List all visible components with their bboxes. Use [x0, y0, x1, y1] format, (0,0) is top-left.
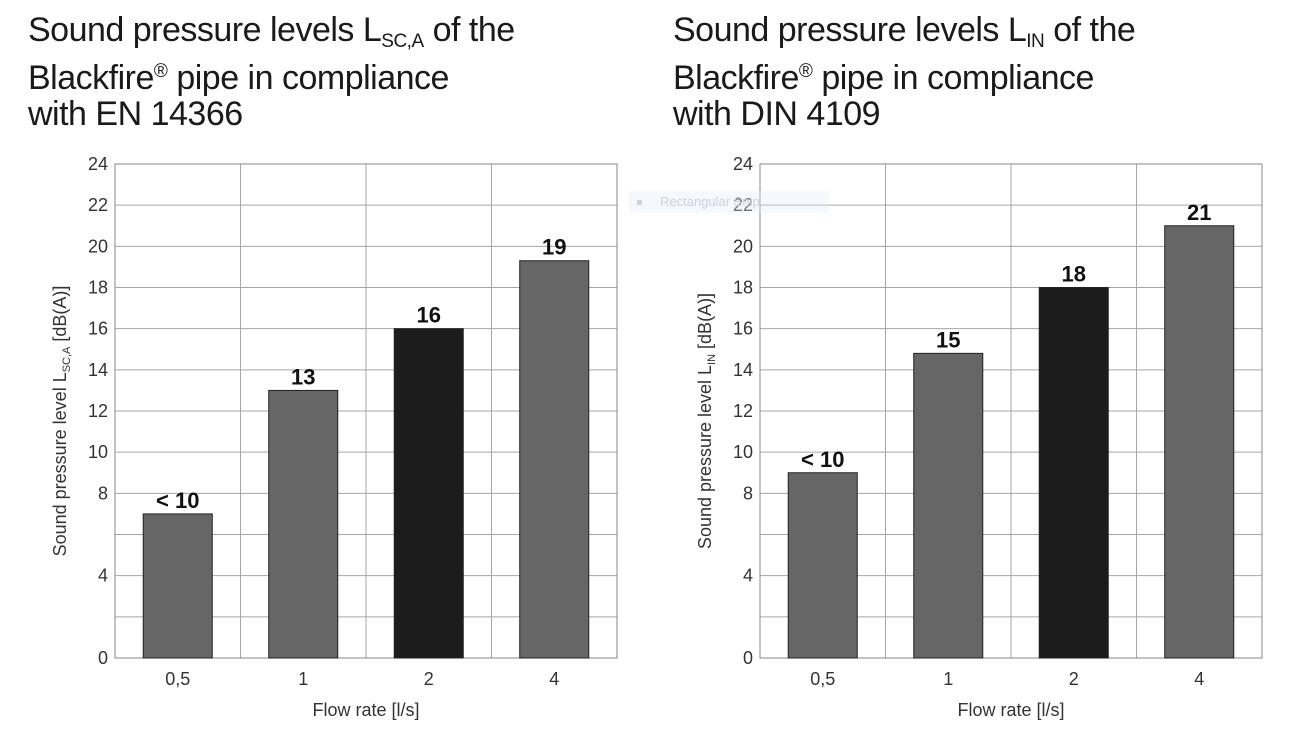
x-tick-label: 0,5: [165, 669, 190, 689]
chart-panel-din4109: Sound pressure levels LIN of the Blackfi…: [645, 0, 1285, 734]
bar: [1164, 225, 1235, 659]
y-tick-label: 16: [733, 319, 753, 339]
x-tick-label: 2: [1069, 669, 1079, 689]
chart-panel-en14366: Sound pressure levels LSC,A of the Black…: [0, 0, 640, 734]
y-tick-label: 18: [88, 278, 108, 298]
y-tick-label: 20: [733, 236, 753, 256]
y-tick-label: 14: [733, 360, 753, 380]
x-tick-label: 0,5: [810, 669, 835, 689]
plot-frame: [114, 163, 618, 659]
bar-chart: 0 4 8 10 12 14 16 18 20 22 24 < 10 0,5 15 1 18 2 21 4 Flow …: [695, 154, 1263, 720]
chart-title: Sound pressure levels LSC,A of the Black…: [28, 12, 515, 132]
snip-tooltip-text: Rectangular Snip: [660, 194, 760, 209]
data-label: 19: [542, 235, 566, 260]
data-label: < 10: [156, 488, 199, 513]
title-text: with EN 14366: [28, 95, 243, 133]
x-tick-label: 1: [943, 669, 953, 689]
title-text: Sound pressure levels L: [673, 11, 1027, 49]
title-text: pipe in compliance: [812, 59, 1094, 97]
data-label: < 10: [801, 447, 844, 472]
x-tick-label: 1: [298, 669, 308, 689]
snip-tooltip: Rectangular Snip: [629, 191, 829, 213]
y-tick-label: 18: [733, 278, 753, 298]
x-tick-label: 4: [1194, 669, 1204, 689]
title-text: of the: [1044, 11, 1136, 49]
title-text: of the: [423, 11, 516, 49]
y-tick-label: 14: [88, 360, 108, 380]
y-tick-label: 22: [733, 195, 753, 215]
bar: [1038, 287, 1109, 659]
bar: [787, 472, 858, 659]
title-text: Blackfire: [673, 59, 799, 97]
bar: [142, 513, 213, 659]
x-tick-label: 4: [549, 669, 559, 689]
data-label: 16: [417, 303, 441, 328]
title-text: with DIN 4109: [673, 95, 881, 133]
y-tick-label: 8: [98, 483, 108, 503]
x-axis-label: Flow rate [l/s]: [957, 700, 1064, 720]
bar: [519, 260, 590, 659]
bar: [268, 389, 339, 659]
x-axis-label: Flow rate [l/s]: [312, 700, 419, 720]
y-tick-label: 24: [733, 154, 753, 174]
title-subscript: IN: [1026, 31, 1045, 52]
y-axis-label: Sound pressure level LSC,A [dB(A)]: [50, 286, 73, 557]
y-tick-label: 10: [88, 442, 108, 462]
data-label: 21: [1187, 200, 1211, 225]
x-tick-label: 2: [424, 669, 434, 689]
y-tick-label: 20: [88, 236, 108, 256]
data-label: 18: [1062, 262, 1086, 287]
registered-mark: ®: [798, 61, 813, 82]
y-axis-label: Sound pressure level LIN [dB(A)]: [695, 293, 718, 549]
plot-frame: [759, 163, 1263, 659]
y-tick-label: 4: [98, 566, 108, 586]
bar: [393, 328, 464, 659]
y-tick-label: 24: [88, 154, 108, 174]
snip-icon: [637, 200, 642, 206]
registered-mark: ®: [153, 61, 168, 82]
y-tick-label: 0: [98, 648, 108, 668]
chart-title: Sound pressure levels LIN of the Blackfi…: [673, 11, 1136, 133]
y-tick-label: 0: [743, 648, 753, 668]
y-tick-label: 16: [88, 319, 108, 339]
data-label: 15: [936, 327, 960, 352]
title-text: Blackfire: [28, 59, 154, 97]
y-tick-label: 4: [743, 566, 753, 586]
data-label: 13: [291, 364, 315, 389]
title-text: pipe in compliance: [167, 59, 449, 97]
title-subscript: SC,A: [381, 31, 424, 52]
bar: [913, 352, 984, 659]
y-tick-label: 22: [88, 195, 108, 215]
y-tick-label: 12: [88, 401, 108, 421]
y-tick-label: 8: [743, 483, 753, 503]
title-text: Sound pressure levels L: [28, 11, 382, 49]
y-tick-label: 10: [733, 442, 753, 462]
y-tick-label: 12: [733, 401, 753, 421]
bar-chart: 0 4 8 10 12 14 16 18 20 22 24 < 10 0,5 13 1 16 2 19 4 Flow …: [50, 154, 618, 720]
